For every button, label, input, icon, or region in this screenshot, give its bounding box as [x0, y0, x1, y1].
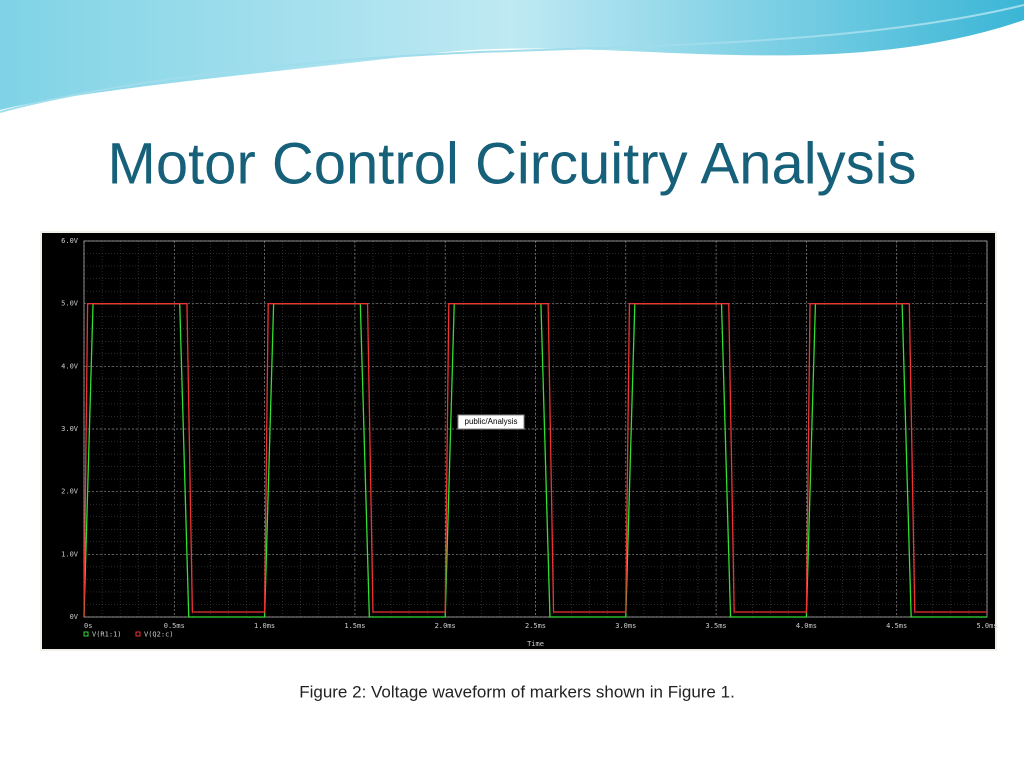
x-tick-label: 3.5ms: [706, 622, 727, 630]
y-tick-label: 1.0V: [61, 550, 79, 558]
x-tick-label: 2.5ms: [525, 622, 546, 630]
y-tick-label: 3.0V: [61, 425, 79, 433]
header-wave: [0, 0, 1024, 110]
slide-title: Motor Control Circuitry Analysis: [108, 131, 917, 196]
x-tick-label: 1.0ms: [254, 622, 275, 630]
tooltip-box: [457, 414, 525, 430]
legend-swatch: [135, 631, 141, 637]
series-line: [83, 303, 987, 618]
x-tick-label: 0.5ms: [164, 622, 185, 630]
x-tick-label: 2.0ms: [435, 622, 456, 630]
x-tick-label: 4.0ms: [796, 622, 817, 630]
caption-area: [40, 651, 997, 709]
x-tick-label: 5.0ms: [976, 622, 997, 630]
legend-swatch: [83, 631, 89, 637]
plot: 0V 1.0V 2.0V 3.0V 4.0V 5.0V 6.0V 0s 0.5ms 1.0ms 1.…: [61, 237, 997, 648]
caption: Figure 2: Voltage waveform of markers sh…: [299, 682, 735, 701]
y-tick-label: 4.0V: [61, 362, 79, 370]
y-tick-label: 5.0V: [61, 300, 79, 308]
x-tick-label: 1.5ms: [344, 622, 365, 630]
x-tick-label: 0s: [84, 622, 92, 630]
y-tick-label: 0V: [70, 613, 79, 621]
y-tick-label: 6.0V: [61, 237, 79, 245]
legend-label: V(R1:1): [92, 631, 122, 639]
legend-label: V(Q2:c): [144, 631, 174, 639]
x-tick-label: 4.5ms: [886, 622, 907, 630]
plot-window: [42, 233, 995, 649]
x-tick-label: 3.0ms: [615, 622, 636, 630]
y-tick-label: 2.0V: [61, 488, 79, 496]
x-axis-label: Time: [527, 640, 544, 648]
tooltip: public/Analysis: [465, 417, 518, 426]
plot-border: [83, 240, 988, 618]
header-wave-line: [0, 4, 1024, 113]
